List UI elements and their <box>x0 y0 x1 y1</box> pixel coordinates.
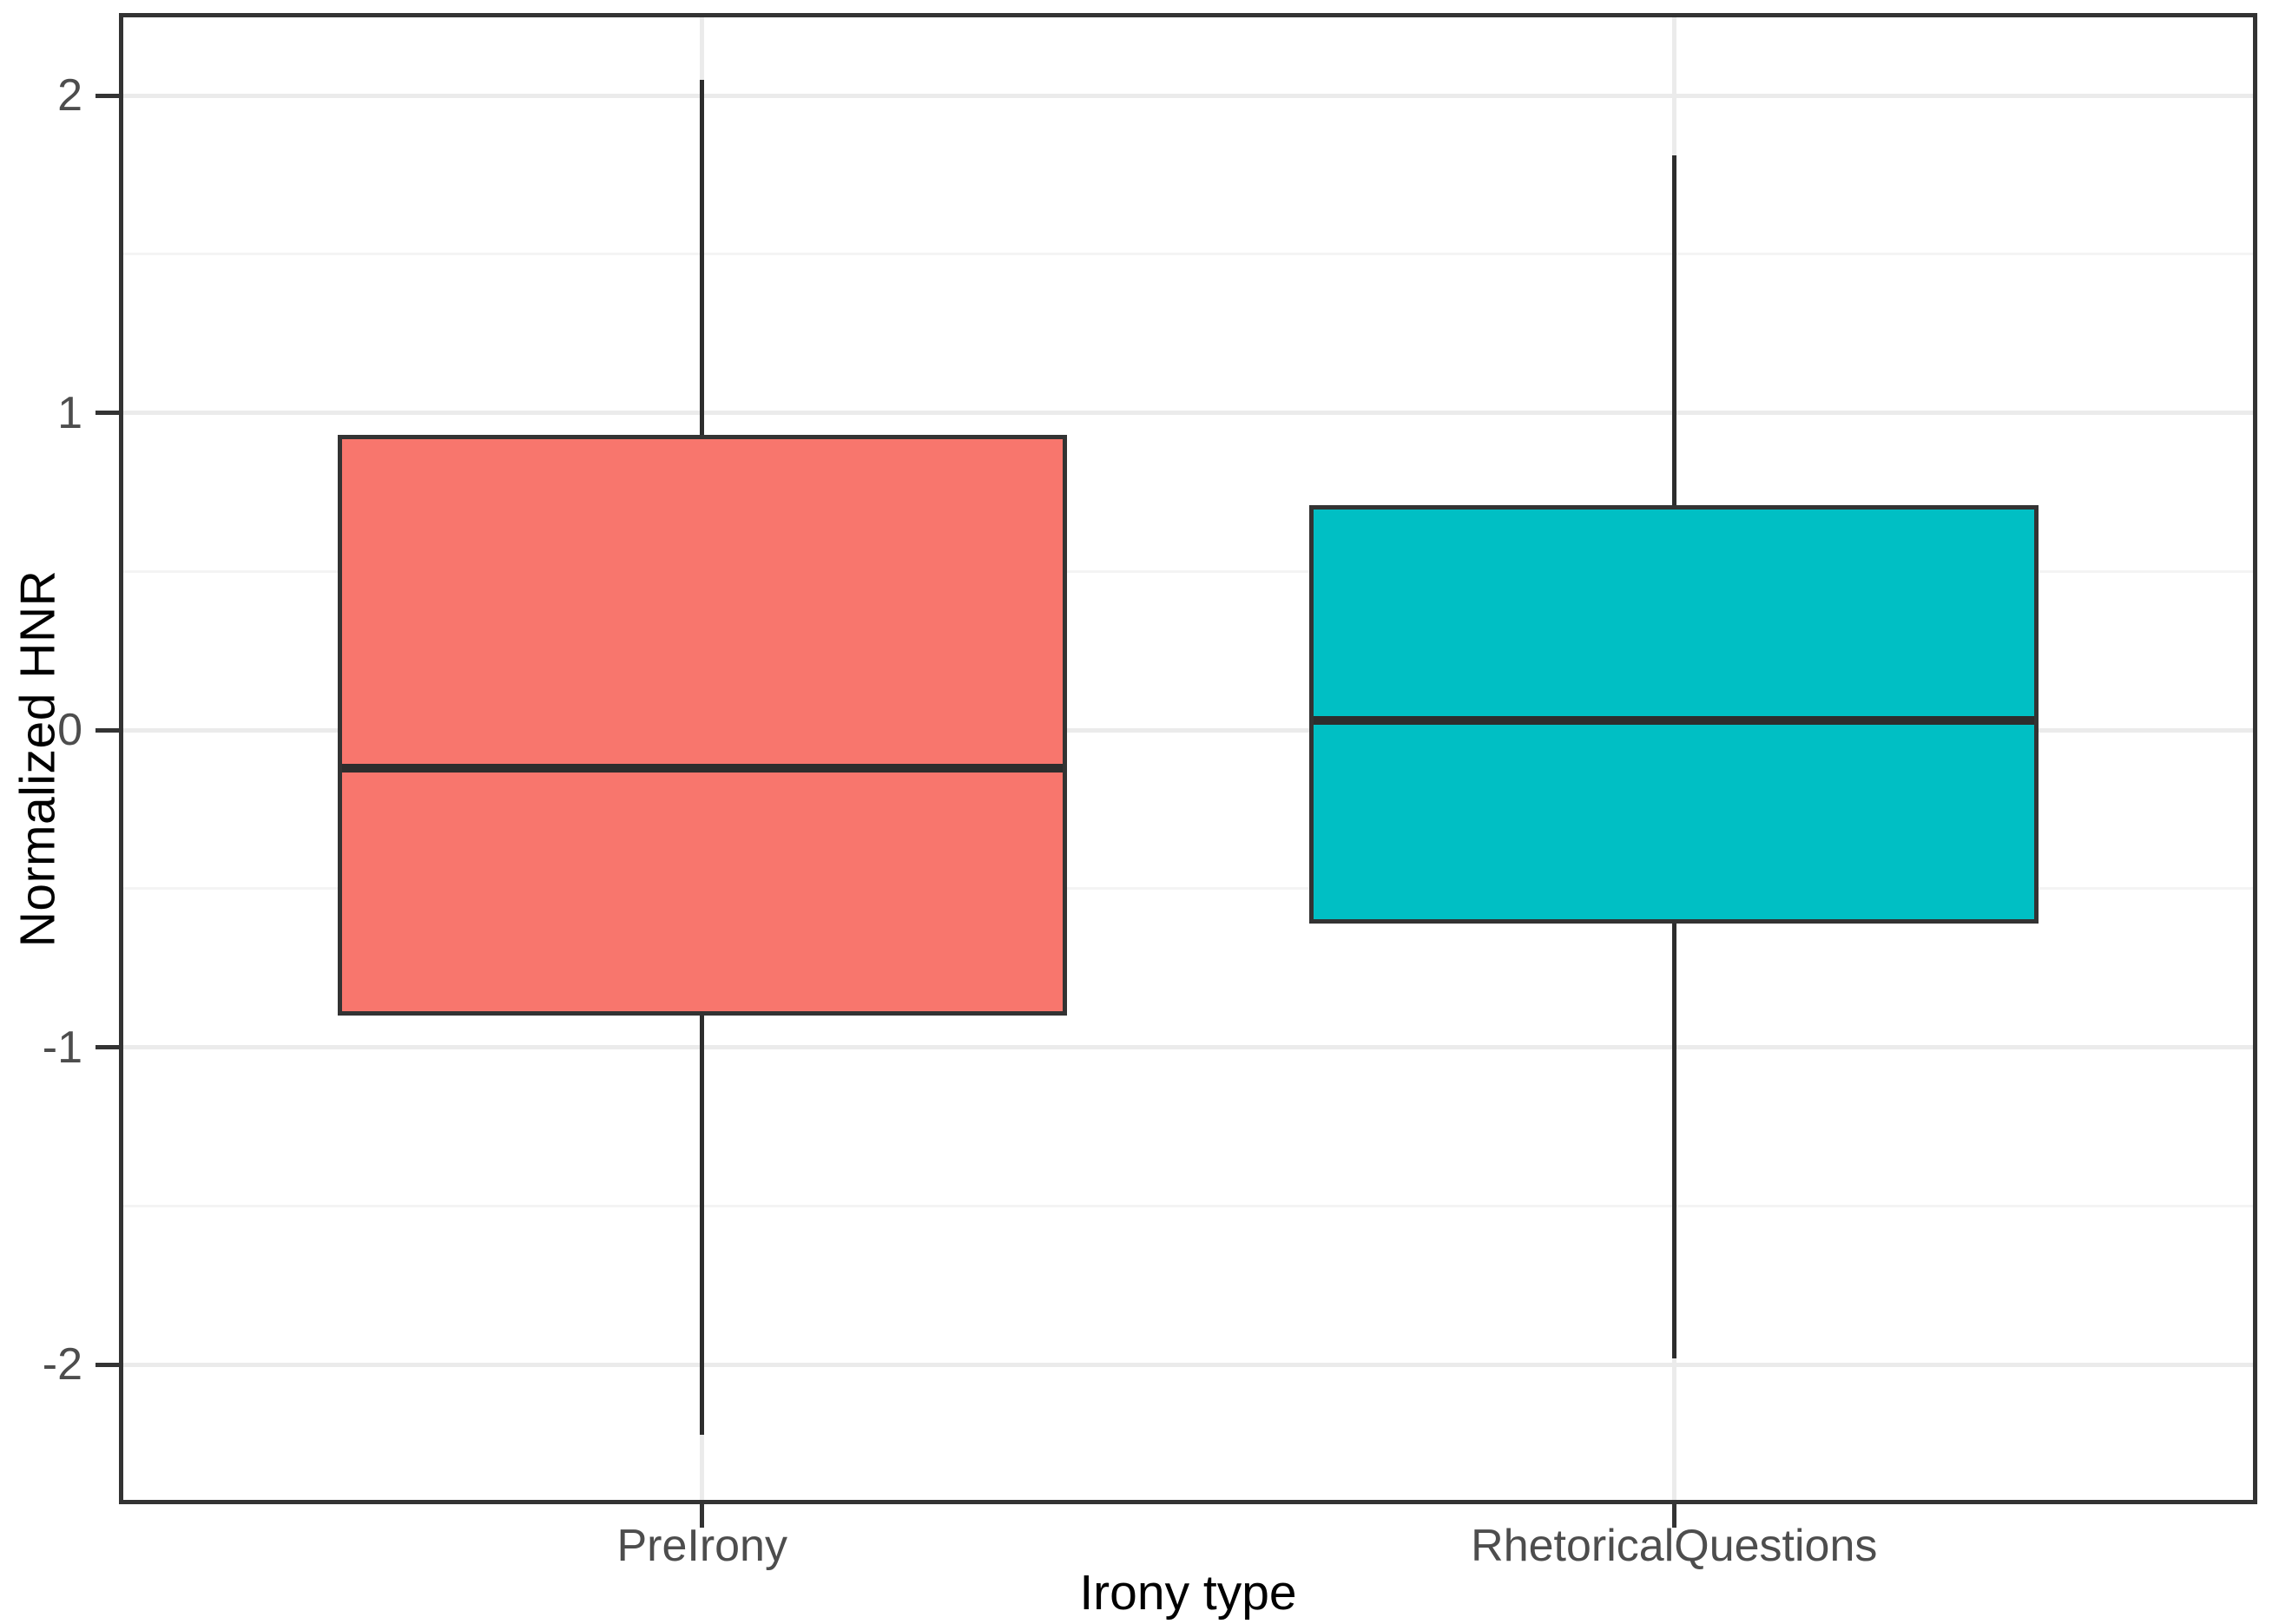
x-axis-title: Irony type <box>1079 1565 1297 1621</box>
y-tick-mark <box>96 1045 119 1050</box>
x-tick-mark <box>700 1504 705 1528</box>
gridline-minor <box>119 253 2257 256</box>
x-tick-label: PreIrony <box>616 1521 787 1571</box>
y-tick-mark <box>96 93 119 98</box>
whisker-lower <box>700 1016 705 1435</box>
gridline-major <box>119 93 2257 98</box>
gridline-major <box>119 1045 2257 1050</box>
y-tick-label: -1 <box>42 1022 82 1073</box>
boxplot-box-preirony <box>337 435 1067 1016</box>
y-tick-mark <box>96 727 119 733</box>
y-tick-label: -2 <box>42 1339 82 1391</box>
y-tick-label: 2 <box>57 70 82 122</box>
gridline-minor <box>119 569 2257 573</box>
whisker-lower <box>1671 924 1676 1358</box>
gridline-major <box>119 727 2257 733</box>
y-axis-title-wrap: Normalized HNR <box>0 13 75 1504</box>
whisker-upper <box>1671 155 1676 505</box>
gridline-major <box>119 1362 2257 1367</box>
y-tick-mark <box>96 1362 119 1367</box>
y-tick-mark <box>96 411 119 416</box>
y-tick-label: 1 <box>57 387 82 438</box>
x-tick-mark <box>1671 1504 1676 1528</box>
y-tick-label: 0 <box>57 705 82 756</box>
y-axis-title: Normalized HNR <box>10 569 65 948</box>
median-line <box>341 763 1063 773</box>
gridline-major <box>119 411 2257 416</box>
boxplot-box-rhetoricalquestions <box>1309 504 2039 924</box>
x-tick-label: RhetoricalQuestions <box>1471 1521 1878 1571</box>
median-line <box>1314 716 2035 726</box>
gridline-minor <box>119 887 2257 891</box>
whisker-upper <box>700 79 705 436</box>
gridline-minor <box>119 1204 2257 1207</box>
